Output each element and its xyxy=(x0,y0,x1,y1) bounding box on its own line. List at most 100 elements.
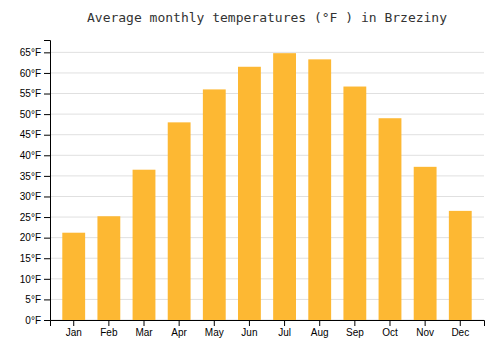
chart-svg: 0°F 5°F 10°F 15°F 20°F 25°F 30°F 35°F 40°F 45°F 50… xyxy=(0,0,500,350)
x-tick-label: Mar xyxy=(135,327,153,338)
y-tick-mark xyxy=(44,299,50,300)
x-tick: May xyxy=(205,320,224,338)
plot-area: 0°F 5°F 10°F 15°F 20°F 25°F 30°F 35°F 40°F 45°F 50… xyxy=(20,41,485,339)
x-axis-line xyxy=(51,321,485,327)
y-tick: 65°F xyxy=(20,47,50,58)
x-tick-label: Aug xyxy=(311,327,329,338)
grid xyxy=(50,52,484,320)
x-tick-label: Nov xyxy=(416,327,434,338)
x-tick-mark xyxy=(354,320,355,326)
bar xyxy=(168,122,191,320)
grid-line xyxy=(50,72,484,73)
x-tick-mark xyxy=(284,320,285,326)
x-tick: Jan xyxy=(66,320,82,338)
y-tick: 30°F xyxy=(20,191,50,202)
y-tick-mark xyxy=(44,279,50,280)
x-tick-label: Sep xyxy=(346,327,364,338)
y-tick-mark xyxy=(44,135,50,136)
bar xyxy=(203,89,226,320)
grid-line xyxy=(50,155,484,156)
x-tick: Mar xyxy=(135,320,153,338)
y-tick-mark xyxy=(44,258,50,259)
x-tick-mark xyxy=(108,320,109,326)
bar xyxy=(273,53,296,320)
x-axis: Jan Feb Mar Apr May Jun Jul Aug Sep Oct Nov Dec xyxy=(51,320,485,338)
x-tick-mark xyxy=(144,320,145,326)
y-tick: 60°F xyxy=(20,68,50,79)
x-tick: Apr xyxy=(171,320,187,338)
y-tick: 20°F xyxy=(20,232,50,243)
bar xyxy=(414,167,437,320)
x-tick-mark xyxy=(460,320,461,326)
bar xyxy=(62,233,85,320)
y-tick-mark xyxy=(44,217,50,218)
x-tick: Sep xyxy=(346,320,364,338)
y-axis: 0°F 5°F 10°F 15°F 20°F 25°F 30°F 35°F 40°F 45°F 50… xyxy=(20,41,51,326)
x-tick-mark xyxy=(73,320,74,326)
x-tick-mark xyxy=(179,320,180,326)
y-tick: 25°F xyxy=(20,212,50,223)
y-tick: 35°F xyxy=(20,171,50,182)
y-tick-label: 30°F xyxy=(20,191,41,202)
x-tick: Dec xyxy=(451,320,469,338)
grid-line xyxy=(50,114,484,115)
x-tick-mark xyxy=(319,320,320,326)
y-tick-mark xyxy=(44,176,50,177)
x-tick: Jul xyxy=(278,320,291,338)
y-tick: 10°F xyxy=(20,274,50,285)
chart-title: Average monthly temperatures (°F ) in Br… xyxy=(87,10,447,25)
y-tick-mark xyxy=(44,196,50,197)
x-tick-label: Jul xyxy=(278,327,291,338)
y-tick-mark xyxy=(44,52,50,53)
x-tick-label: Dec xyxy=(451,327,469,338)
y-tick: 0°F xyxy=(25,315,50,326)
x-tick-label: Feb xyxy=(100,327,118,338)
grid-line xyxy=(50,134,484,135)
y-tick-label: 65°F xyxy=(20,47,41,58)
y-tick-mark xyxy=(44,94,50,95)
x-tick-mark xyxy=(249,320,250,326)
x-tick-label: Jan xyxy=(66,327,82,338)
y-tick-mark xyxy=(44,114,50,115)
grid-line xyxy=(50,52,484,53)
y-tick: 50°F xyxy=(20,109,50,120)
x-tick: Feb xyxy=(100,320,118,338)
x-tick-label: Apr xyxy=(171,327,187,338)
bar xyxy=(343,87,366,320)
x-tick-mark xyxy=(425,320,426,326)
x-tick-mark xyxy=(214,320,215,326)
y-tick-label: 55°F xyxy=(20,88,41,99)
y-tick-label: 5°F xyxy=(25,294,41,305)
x-tick: Aug xyxy=(311,320,329,338)
y-tick-label: 50°F xyxy=(20,109,41,120)
y-tick-label: 0°F xyxy=(25,315,41,326)
y-tick: 40°F xyxy=(20,150,50,161)
bar xyxy=(308,59,331,320)
y-tick-label: 25°F xyxy=(20,212,41,223)
y-tick-mark xyxy=(44,320,50,321)
grid-line xyxy=(50,93,484,94)
y-tick: 45°F xyxy=(20,129,50,140)
x-tick-label: Jun xyxy=(241,327,257,338)
y-tick-label: 35°F xyxy=(20,171,41,182)
y-axis-line xyxy=(44,41,51,321)
y-tick-label: 20°F xyxy=(20,232,41,243)
bar xyxy=(133,170,156,320)
x-tick-label: May xyxy=(205,327,224,338)
x-tick-mark xyxy=(389,320,390,326)
x-tick: Oct xyxy=(382,320,398,338)
bars xyxy=(62,53,471,320)
y-tick-label: 40°F xyxy=(20,150,41,161)
bar xyxy=(97,216,120,320)
bar xyxy=(379,118,402,320)
y-tick: 5°F xyxy=(25,294,50,305)
y-tick-mark xyxy=(44,155,50,156)
y-tick-label: 45°F xyxy=(20,129,41,140)
x-tick-label: Oct xyxy=(382,327,398,338)
y-tick-label: 10°F xyxy=(20,274,41,285)
x-tick: Nov xyxy=(416,320,434,338)
y-tick-label: 60°F xyxy=(20,68,41,79)
y-tick-label: 15°F xyxy=(20,253,41,264)
y-tick-mark xyxy=(44,73,50,74)
bar xyxy=(449,211,472,320)
